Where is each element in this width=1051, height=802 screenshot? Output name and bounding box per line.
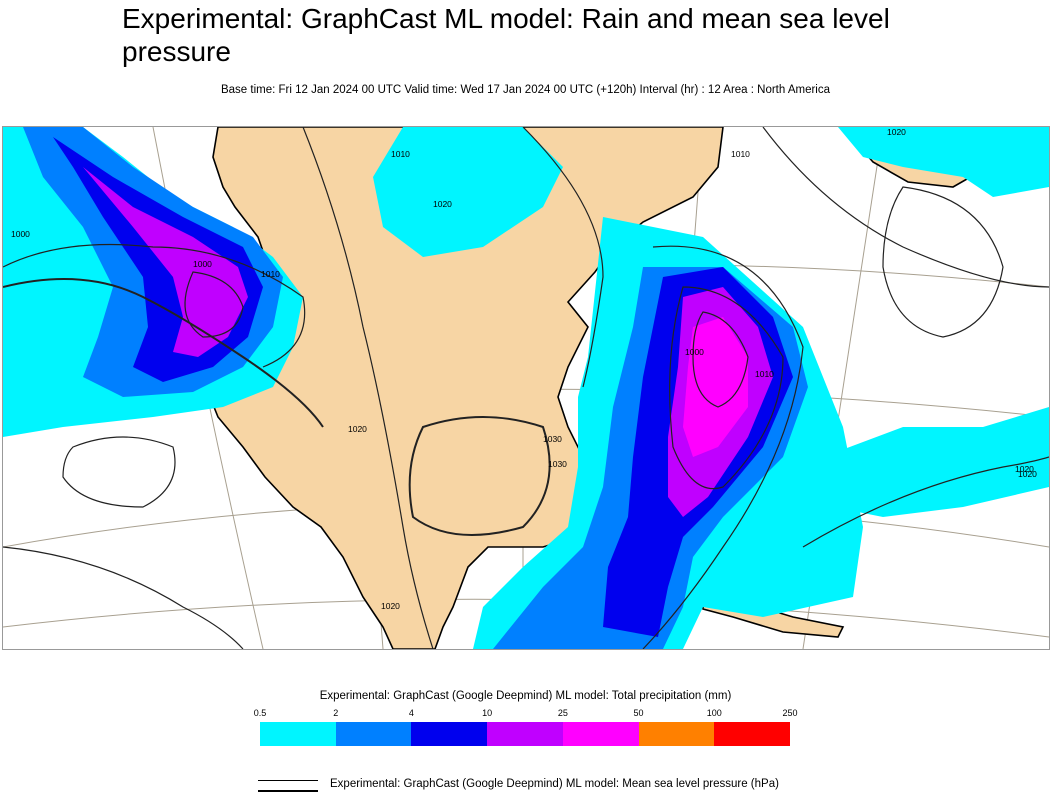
- msl-legend-line-icon: [258, 780, 318, 792]
- isobars: [3, 127, 1049, 649]
- legend-tick: 25: [557, 708, 568, 718]
- isobar-line: [762, 127, 1049, 288]
- colorbar-swatch: [411, 722, 488, 746]
- isobar-label: 1010: [261, 269, 280, 279]
- isobar-label: 1030: [543, 434, 562, 444]
- legend-tick: 0.5: [253, 708, 267, 718]
- isobar-labels: 1000 1010 1020 1030 1000 1010 1020 1020 …: [11, 127, 1037, 611]
- legend-tick: 2: [333, 708, 339, 718]
- isobar-label: 1020: [887, 127, 906, 137]
- precip-hudson-cyan: [373, 127, 563, 257]
- colorbar-swatch: [562, 722, 639, 746]
- isobar-line: [408, 416, 551, 536]
- isobar-label: 1030: [548, 459, 567, 469]
- isobar-label: 1020: [1018, 469, 1037, 479]
- precip-atlantic-magenta: [683, 317, 748, 457]
- precip-arctic-cyan: [838, 127, 1049, 197]
- colorbar-swatch: [487, 722, 563, 746]
- isobar-label: 1000: [193, 259, 212, 269]
- isobar-line: [3, 278, 324, 428]
- isobar-line: [184, 271, 244, 338]
- isobar-line: [669, 286, 784, 490]
- isobar-label: 1020: [1015, 464, 1034, 474]
- isobar-label: 1010: [731, 149, 750, 159]
- isobar-label: 1010: [391, 149, 410, 159]
- isobar-label: 1010: [755, 369, 774, 379]
- isobar-label: 1020: [433, 199, 452, 209]
- isobar-line: [882, 186, 1004, 338]
- isobar-line: [62, 436, 176, 508]
- colorbar-swatch: [714, 722, 791, 746]
- legend-tick: 4: [408, 708, 414, 718]
- msl-legend: Experimental: GraphCast (Google Deepmind…: [258, 778, 958, 796]
- page-title: Experimental: GraphCast ML model: Rain a…: [122, 3, 890, 67]
- colorbar-swatch: [335, 722, 412, 746]
- precip-pacific-purple: [83, 167, 248, 357]
- isobar-line: [302, 127, 434, 649]
- isobar-line: [642, 245, 804, 649]
- isobar-line: [3, 546, 244, 649]
- precip-eastatlantic-cyan: [823, 407, 1049, 517]
- precip-colorbar: [260, 722, 791, 746]
- isobar-line: [692, 311, 749, 408]
- precipitation-overlay: [3, 127, 1049, 649]
- isobar-label: 1020: [381, 601, 400, 611]
- colorbar-swatch: [638, 722, 715, 746]
- forecast-subtitle: Base time: Fri 12 Jan 2024 00 UTC Valid …: [220, 84, 831, 96]
- legend-tick: 50: [633, 708, 644, 718]
- legend-tick: 10: [482, 708, 493, 718]
- map-canvas: 1000 1010 1020 1030 1000 1010 1020 1020 …: [3, 127, 1049, 649]
- colorbar-swatch: [260, 722, 336, 746]
- precip-legend-title: Experimental: GraphCast (Google Deepmind…: [319, 690, 732, 702]
- weather-map[interactable]: 1000 1010 1020 1030 1000 1010 1020 1020 …: [2, 126, 1050, 650]
- isobar-label: 1000: [11, 229, 30, 239]
- isobar-label: 1000: [685, 347, 704, 357]
- isobar-line: [522, 127, 604, 388]
- precip-legend-ticks: 0.5 2 4 10 25 50 100 250: [254, 708, 798, 720]
- msl-legend-title: Experimental: GraphCast (Google Deepmind…: [330, 778, 779, 790]
- isobar-line: [3, 243, 306, 368]
- legend-tick: 250: [782, 708, 798, 718]
- isobar-label: 1020: [348, 424, 367, 434]
- legend-tick: 100: [706, 708, 722, 718]
- isobar-line: [802, 456, 1049, 548]
